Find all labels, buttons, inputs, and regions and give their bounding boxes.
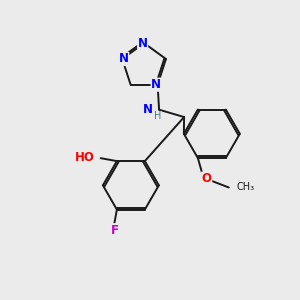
Text: HO: HO: [75, 151, 95, 164]
Text: O: O: [202, 172, 212, 185]
Text: N: N: [143, 103, 153, 116]
Text: N: N: [138, 37, 148, 50]
Text: N: N: [151, 78, 161, 91]
Text: N: N: [119, 52, 129, 65]
Text: H: H: [154, 111, 161, 121]
Text: F: F: [110, 224, 118, 237]
Text: CH₃: CH₃: [236, 182, 254, 193]
